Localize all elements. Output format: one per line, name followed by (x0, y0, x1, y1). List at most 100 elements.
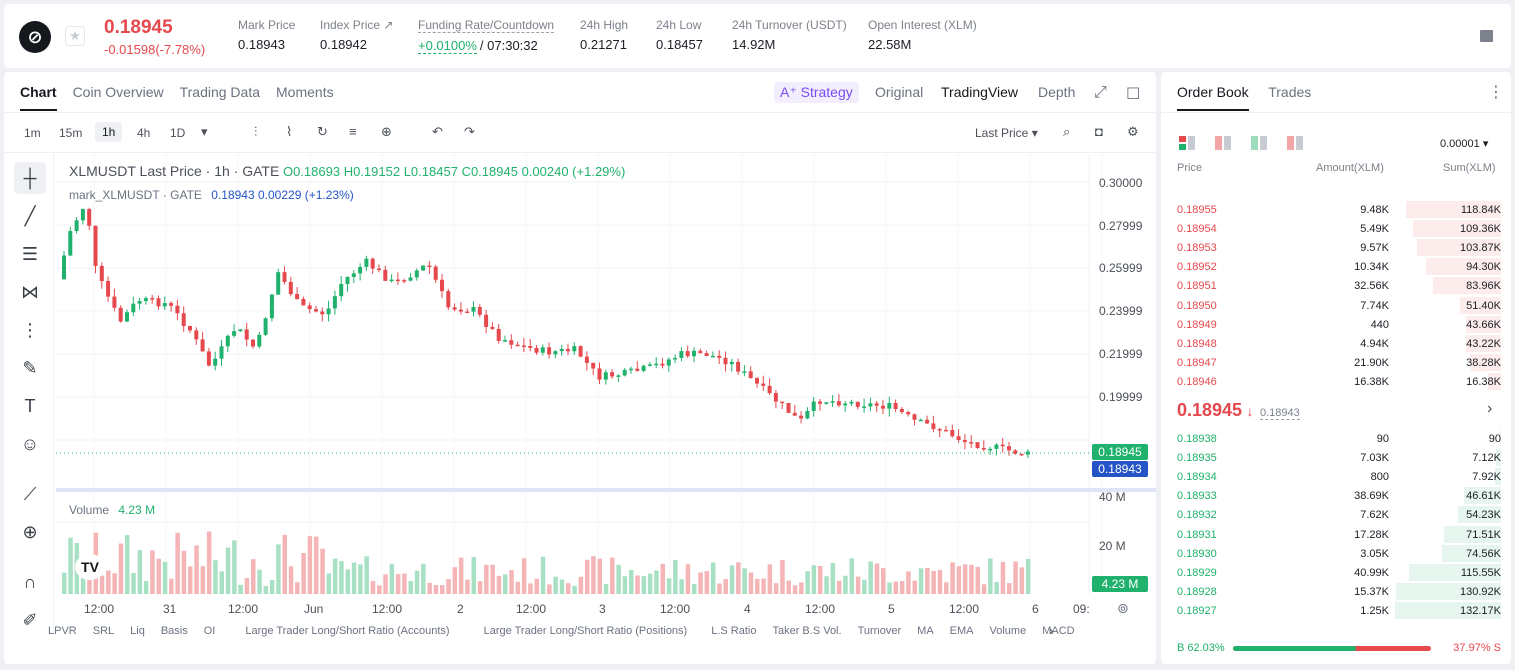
indicator-11[interactable]: EMA (949, 625, 974, 637)
pencil-icon[interactable]: ✐ (22, 610, 38, 630)
x-tick: 4 (744, 602, 751, 616)
bid-row[interactable]: 0.18932 7.62K 54.23K (1161, 505, 1511, 524)
x-tick: 12:00 (660, 602, 691, 616)
tab-trading-data[interactable]: Trading Data (179, 84, 261, 100)
timeframe-1D[interactable]: 1D (170, 126, 186, 140)
precision-select[interactable]: 0.00001 ▾ (1440, 138, 1489, 150)
price-type-select[interactable]: Last Price ▾ (975, 126, 1038, 140)
tab-moments[interactable]: Moments (276, 84, 334, 100)
chevron-down-icon[interactable]: ▾ (201, 124, 208, 139)
ask-row[interactable]: 0.18952 10.34K 94.30K (1161, 257, 1511, 276)
view-alt-icon[interactable] (1287, 136, 1303, 155)
text-icon[interactable]: T (24, 396, 36, 416)
indicator-1[interactable]: SRL (92, 625, 115, 637)
trendline-icon[interactable]: ╱ (24, 206, 36, 226)
chart-legend: XLMUSDT Last Price · 1h · GATE O0.18693 … (69, 163, 626, 179)
bid-row[interactable]: 0.18930 3.05K 74.56K (1161, 544, 1511, 563)
tab-order-book[interactable]: Order Book (1177, 84, 1249, 111)
ask-row[interactable]: 0.18947 21.90K 38.28K (1161, 353, 1511, 372)
bid-row[interactable]: 0.18931 17.28K 71.51K (1161, 525, 1511, 544)
alert-icon[interactable]: ⊕ (381, 124, 392, 139)
pattern-icon[interactable]: ⋈ (21, 282, 39, 302)
x-tick: 31 (163, 602, 177, 616)
magnet-icon[interactable]: ∩ (23, 572, 37, 592)
indicator-6[interactable]: Large Trader Long/Short Ratio (Positions… (483, 625, 688, 637)
candlestick-chart[interactable] (4, 72, 1156, 664)
window-icon[interactable]: ☐ (1126, 86, 1141, 103)
chevron-right-icon[interactable]: › (1049, 623, 1054, 638)
indicator-12[interactable]: Volume (989, 625, 1027, 637)
indicator-10[interactable]: MA (917, 625, 934, 637)
chart-panel: Chart Coin Overview Trading Data Moments A⁺… (4, 72, 1156, 664)
favorite-star-icon[interactable]: ★ (65, 26, 85, 46)
fib-icon[interactable]: ⋮ (21, 320, 39, 340)
indicator-7[interactable]: L.S Ratio (711, 625, 757, 637)
strategy-button[interactable]: A⁺ Strategy (774, 82, 859, 103)
horizontal-lines-icon[interactable]: ☰ (21, 244, 39, 264)
bid-row[interactable]: 0.18927 1.25K 132.17K (1161, 601, 1511, 620)
settings-circle-icon[interactable]: ⊚ (1117, 600, 1129, 616)
bid-row[interactable]: 0.18938 90 90 (1161, 429, 1511, 448)
indicator-13[interactable]: MACD (1042, 625, 1075, 637)
ask-row[interactable]: 0.18954 5.49K 109.36K (1161, 219, 1511, 238)
fullscreen-icon[interactable]: ⤢ (1094, 84, 1107, 101)
indicator-9[interactable]: Turnover (857, 625, 902, 637)
bid-amount: 40.99K (1354, 566, 1389, 579)
indicator-4[interactable]: OI (203, 625, 216, 637)
indicator-5[interactable]: Large Trader Long/Short Ratio (Accounts) (245, 625, 450, 637)
y-tick: 0.25999 (1099, 261, 1143, 276)
ask-row[interactable]: 0.18950 7.74K 51.40K (1161, 296, 1511, 315)
candle-type-icon[interactable]: ⫶ (254, 124, 258, 139)
indicator-2[interactable]: Liq (130, 625, 145, 637)
more-icon[interactable]: ⋮ (1488, 84, 1504, 101)
brush-icon[interactable]: ✎ (22, 358, 38, 378)
ask-row[interactable]: 0.18955 9.48K 118.84K (1161, 200, 1511, 219)
x-tick: 12:00 (949, 602, 980, 616)
indicator-8[interactable]: Taker B.S Vol. (772, 625, 842, 637)
template-icon[interactable]: ≡ (349, 124, 357, 139)
view-asks-icon[interactable] (1215, 136, 1231, 155)
zoom-icon[interactable]: ⊕ (22, 522, 38, 542)
timeframe-1h[interactable]: 1h (95, 122, 123, 142)
bid-row[interactable]: 0.18933 38.69K 46.61K (1161, 486, 1511, 505)
timeframe-4h[interactable]: 4h (137, 126, 151, 140)
ruler-icon[interactable]: ⟋ (23, 484, 37, 504)
ask-row[interactable]: 0.18953 9.57K 103.87K (1161, 238, 1511, 257)
tab-depth[interactable]: Depth (1038, 84, 1076, 100)
indicator-0[interactable]: LPVR (48, 625, 77, 637)
ask-row[interactable]: 0.18949 440 43.66K (1161, 315, 1511, 334)
crosshair-icon[interactable]: ┼ (14, 162, 46, 194)
emoji-icon[interactable]: ☺ (20, 434, 40, 454)
search-icon[interactable]: ⌕ (1063, 124, 1071, 139)
timeframe-1m[interactable]: 1m (24, 126, 41, 140)
chevron-right-icon[interactable]: › (1487, 400, 1493, 417)
bid-row[interactable]: 0.18935 7.03K 7.12K (1161, 448, 1511, 467)
bid-row[interactable]: 0.18934 800 7.92K (1161, 467, 1511, 486)
view-both-icon[interactable] (1179, 136, 1195, 150)
replay-icon[interactable]: ↻ (317, 124, 328, 139)
camera-icon[interactable]: ◘ (1095, 124, 1103, 139)
undo-icon[interactable]: ↶ (432, 124, 443, 139)
indicator-3[interactable]: Basis (160, 625, 188, 637)
tab-trades[interactable]: Trades (1268, 84, 1312, 100)
tab-coin-overview[interactable]: Coin Overview (72, 84, 164, 100)
ask-row[interactable]: 0.18946 16.38K 16.38K (1161, 372, 1511, 391)
volume-legend: Volume 4.23 M (69, 503, 156, 517)
bid-sum: 7.92K (1472, 471, 1501, 484)
book-icon[interactable] (1480, 30, 1493, 42)
tab-original[interactable]: Original (875, 84, 924, 100)
tab-chart[interactable]: Chart (20, 84, 57, 111)
timeframe-15m[interactable]: 15m (59, 126, 83, 140)
ask-price: 0.18950 (1177, 299, 1217, 312)
redo-icon[interactable]: ↷ (464, 124, 475, 139)
view-bids-icon[interactable] (1251, 136, 1267, 155)
bid-amount: 800 (1370, 471, 1389, 484)
bid-row[interactable]: 0.18929 40.99K 115.55K (1161, 563, 1511, 582)
buy-sell-ratio: B 62.03% 37.97% S (1177, 642, 1501, 654)
ask-row[interactable]: 0.18948 4.94K 43.22K (1161, 334, 1511, 353)
ask-row[interactable]: 0.18951 32.56K 83.96K (1161, 276, 1511, 295)
indicators-icon[interactable]: ⌇ (286, 124, 293, 139)
bid-row[interactable]: 0.18928 15.37K 130.92K (1161, 582, 1511, 601)
gear-icon[interactable]: ⚙ (1127, 124, 1139, 139)
tab-tradingview[interactable]: TradingView (941, 84, 1019, 100)
